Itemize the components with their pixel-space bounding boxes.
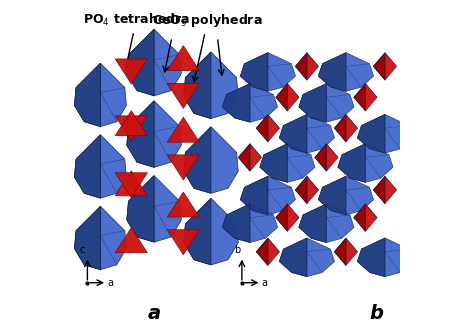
Polygon shape: [354, 204, 377, 231]
Text: CeO$_9$ polyhedra: CeO$_9$ polyhedra: [153, 12, 263, 82]
Polygon shape: [334, 114, 357, 142]
Polygon shape: [238, 144, 262, 171]
Polygon shape: [115, 111, 147, 136]
Polygon shape: [240, 52, 268, 91]
Polygon shape: [334, 238, 357, 265]
Polygon shape: [354, 84, 377, 111]
Polygon shape: [319, 52, 346, 91]
Polygon shape: [167, 46, 200, 71]
Polygon shape: [338, 144, 393, 182]
Polygon shape: [256, 238, 280, 265]
Polygon shape: [276, 84, 287, 111]
Polygon shape: [315, 144, 327, 171]
Polygon shape: [279, 238, 335, 277]
Polygon shape: [256, 114, 268, 142]
Polygon shape: [315, 144, 338, 171]
Polygon shape: [357, 238, 385, 277]
Polygon shape: [295, 176, 307, 204]
Polygon shape: [299, 204, 327, 242]
Polygon shape: [127, 175, 182, 242]
Polygon shape: [127, 29, 182, 96]
Text: a: a: [107, 278, 113, 288]
Polygon shape: [299, 204, 354, 242]
Polygon shape: [127, 29, 154, 96]
Polygon shape: [167, 192, 200, 217]
Polygon shape: [167, 230, 200, 255]
Polygon shape: [222, 84, 278, 122]
Polygon shape: [222, 204, 278, 242]
Polygon shape: [127, 101, 154, 167]
Polygon shape: [115, 171, 147, 196]
Polygon shape: [279, 114, 307, 153]
Polygon shape: [260, 144, 315, 182]
Polygon shape: [167, 155, 200, 180]
Polygon shape: [374, 53, 385, 80]
Polygon shape: [357, 114, 413, 153]
Polygon shape: [127, 175, 154, 242]
Text: c: c: [80, 245, 85, 256]
Polygon shape: [334, 114, 346, 142]
Polygon shape: [115, 59, 147, 84]
Polygon shape: [279, 238, 307, 277]
Polygon shape: [299, 84, 354, 122]
Polygon shape: [238, 144, 250, 171]
Polygon shape: [295, 53, 319, 80]
Polygon shape: [357, 238, 413, 277]
Text: b: b: [235, 245, 241, 256]
Polygon shape: [299, 84, 327, 122]
Polygon shape: [354, 204, 365, 231]
Polygon shape: [74, 206, 127, 270]
Polygon shape: [256, 238, 268, 265]
Polygon shape: [319, 176, 346, 215]
Polygon shape: [276, 84, 299, 111]
Polygon shape: [222, 204, 250, 242]
Polygon shape: [183, 52, 211, 118]
Polygon shape: [183, 198, 238, 265]
Polygon shape: [167, 117, 200, 142]
Polygon shape: [183, 52, 238, 118]
Polygon shape: [74, 135, 100, 198]
Polygon shape: [319, 176, 374, 215]
Polygon shape: [279, 114, 335, 153]
Polygon shape: [115, 228, 147, 253]
Text: a: a: [262, 278, 268, 288]
Polygon shape: [354, 84, 365, 111]
Polygon shape: [276, 204, 287, 231]
Polygon shape: [74, 63, 127, 127]
Polygon shape: [240, 52, 296, 91]
Polygon shape: [167, 83, 200, 108]
Polygon shape: [183, 127, 211, 193]
Polygon shape: [374, 176, 385, 204]
Polygon shape: [74, 206, 100, 270]
Polygon shape: [240, 176, 296, 215]
Polygon shape: [256, 114, 280, 142]
Polygon shape: [295, 176, 319, 204]
Polygon shape: [74, 135, 127, 198]
Polygon shape: [276, 204, 299, 231]
Polygon shape: [295, 53, 307, 80]
Polygon shape: [374, 176, 397, 204]
Polygon shape: [74, 63, 100, 127]
Polygon shape: [222, 84, 250, 122]
Text: b: b: [370, 304, 384, 323]
Polygon shape: [319, 52, 374, 91]
Polygon shape: [183, 127, 238, 193]
Text: a: a: [147, 304, 161, 323]
Polygon shape: [357, 114, 385, 153]
Polygon shape: [115, 116, 147, 141]
Polygon shape: [260, 144, 287, 182]
Polygon shape: [183, 198, 211, 265]
Polygon shape: [115, 173, 147, 198]
Text: PO$_4$ tetrahedra: PO$_4$ tetrahedra: [82, 12, 190, 69]
Polygon shape: [240, 176, 268, 215]
Polygon shape: [338, 144, 365, 182]
Polygon shape: [127, 101, 182, 167]
Polygon shape: [374, 53, 397, 80]
Polygon shape: [334, 238, 346, 265]
